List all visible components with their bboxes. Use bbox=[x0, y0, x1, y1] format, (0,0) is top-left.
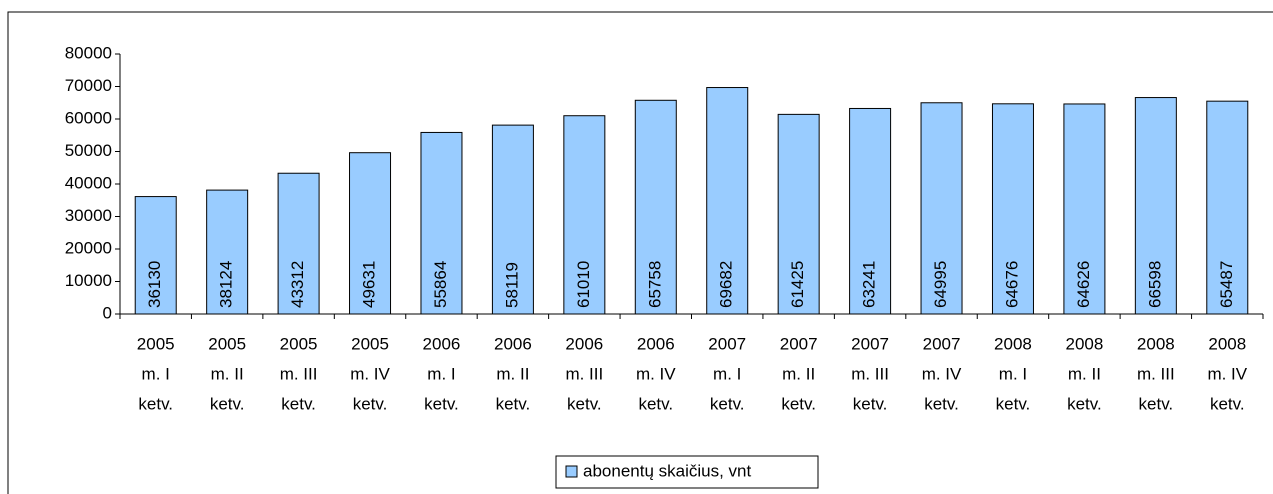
bar bbox=[349, 152, 392, 315]
x-tick-label: m. II bbox=[211, 364, 244, 383]
bar bbox=[991, 103, 1034, 315]
y-tick-label: 60000 bbox=[65, 108, 112, 127]
x-tick-label: ketv. bbox=[710, 394, 745, 413]
bar bbox=[206, 189, 249, 315]
x-tick-label: ketv. bbox=[210, 394, 245, 413]
data-label: 43312 bbox=[288, 261, 307, 308]
x-tick-label: 2007 bbox=[923, 334, 961, 353]
x-tick-label: ketv. bbox=[853, 394, 888, 413]
x-tick-label: m. IV bbox=[1207, 364, 1247, 383]
x-tick-label: ketv. bbox=[424, 394, 459, 413]
x-tick-label: 2006 bbox=[423, 334, 461, 353]
x-tick-label: ketv. bbox=[1139, 394, 1174, 413]
x-tick-label: 2005 bbox=[137, 334, 175, 353]
x-tick-label: ketv. bbox=[996, 394, 1031, 413]
x-tick-label: ketv. bbox=[567, 394, 602, 413]
x-tick-label: 2007 bbox=[780, 334, 818, 353]
x-tick-label: m. I bbox=[142, 364, 170, 383]
x-tick-label: 2006 bbox=[565, 334, 603, 353]
data-label: 63241 bbox=[860, 261, 879, 308]
y-tick-label: 80000 bbox=[65, 43, 112, 62]
x-tick-label: 2006 bbox=[637, 334, 675, 353]
x-tick-label: ketv. bbox=[1067, 394, 1102, 413]
data-label: 66598 bbox=[1145, 261, 1164, 308]
y-tick-label: 40000 bbox=[65, 173, 112, 192]
x-tick-label: m. I bbox=[713, 364, 741, 383]
x-tick-label: ketv. bbox=[138, 394, 173, 413]
x-tick-label: 2005 bbox=[351, 334, 389, 353]
x-tick-label: ketv. bbox=[924, 394, 959, 413]
x-tick-label: m. IV bbox=[636, 364, 676, 383]
bar bbox=[920, 102, 963, 315]
x-tick-label: m. II bbox=[1068, 364, 1101, 383]
data-label: 64995 bbox=[931, 261, 950, 308]
legend-label: abonentų skaičius, vnt bbox=[583, 461, 751, 480]
x-tick-label: 2005 bbox=[280, 334, 318, 353]
x-tick-label: 2008 bbox=[1065, 334, 1103, 353]
bar bbox=[1134, 97, 1177, 315]
x-tick-label: 2007 bbox=[851, 334, 889, 353]
x-tick-label: m. III bbox=[565, 364, 603, 383]
data-label: 61425 bbox=[788, 261, 807, 308]
x-tick-label: m. II bbox=[496, 364, 529, 383]
legend-swatch bbox=[565, 465, 578, 478]
x-tick-label: ketv. bbox=[353, 394, 388, 413]
x-tick-label: 2008 bbox=[1137, 334, 1175, 353]
bar bbox=[563, 115, 606, 315]
data-label: 49631 bbox=[360, 261, 379, 308]
x-tick-label: m. II bbox=[782, 364, 815, 383]
x-tick-label: m. III bbox=[280, 364, 318, 383]
bar bbox=[849, 107, 892, 315]
x-tick-label: m. I bbox=[427, 364, 455, 383]
x-tick-label: m. I bbox=[999, 364, 1027, 383]
x-tick-label: 2008 bbox=[994, 334, 1032, 353]
y-tick-label: 20000 bbox=[65, 238, 112, 257]
x-tick-label: 2006 bbox=[494, 334, 532, 353]
data-label: 36130 bbox=[145, 261, 164, 308]
y-tick-label: 10000 bbox=[65, 271, 112, 290]
bar bbox=[134, 196, 177, 315]
bar bbox=[777, 113, 820, 315]
data-label: 64626 bbox=[1074, 261, 1093, 308]
data-label: 38124 bbox=[217, 261, 236, 308]
x-tick-label: m. III bbox=[851, 364, 889, 383]
legend-box bbox=[555, 455, 819, 489]
x-tick-label: 2008 bbox=[1208, 334, 1246, 353]
y-tick-label: 50000 bbox=[65, 141, 112, 160]
y-tick-label: 70000 bbox=[65, 76, 112, 95]
x-tick-label: ketv. bbox=[496, 394, 531, 413]
data-label: 65758 bbox=[645, 261, 664, 308]
x-tick-label: ketv. bbox=[638, 394, 673, 413]
data-label: 65487 bbox=[1217, 261, 1236, 308]
x-tick-label: 2007 bbox=[708, 334, 746, 353]
y-tick-label: 0 bbox=[103, 303, 112, 322]
bar bbox=[634, 99, 677, 315]
bar bbox=[1063, 103, 1106, 315]
x-tick-label: m. IV bbox=[922, 364, 962, 383]
bar bbox=[491, 124, 534, 315]
data-label: 58119 bbox=[502, 262, 521, 308]
data-label: 61010 bbox=[574, 261, 593, 308]
x-tick-label: 2005 bbox=[208, 334, 246, 353]
bar bbox=[420, 131, 463, 315]
data-label: 64676 bbox=[1002, 261, 1021, 308]
bar bbox=[277, 172, 320, 315]
legend: abonentų skaičius, vnt bbox=[555, 455, 819, 489]
data-label: 69682 bbox=[717, 261, 736, 308]
y-tick-label: 30000 bbox=[65, 206, 112, 225]
x-tick-label: m. III bbox=[1137, 364, 1175, 383]
bar bbox=[706, 87, 749, 315]
data-label: 55864 bbox=[431, 261, 450, 308]
x-tick-label: ketv. bbox=[281, 394, 316, 413]
bar bbox=[1206, 100, 1249, 315]
x-tick-label: ketv. bbox=[1210, 394, 1245, 413]
x-tick-label: ketv. bbox=[781, 394, 816, 413]
x-tick-label: m. IV bbox=[350, 364, 390, 383]
